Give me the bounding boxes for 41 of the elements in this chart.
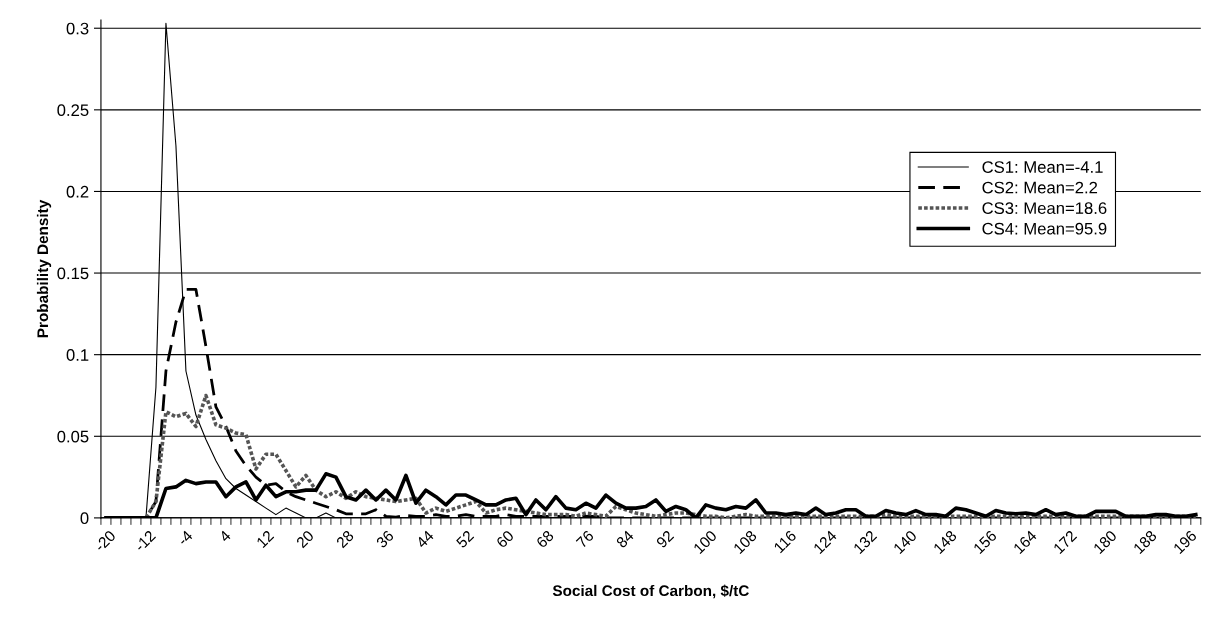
legend-label: CS3: Mean=18.6 [982, 202, 1107, 215]
x-tick-label: 12 [255, 529, 275, 549]
x-axis-title: Social Cost of Carbon, $/tC [552, 584, 749, 599]
x-tick-label: 156 [972, 529, 998, 555]
y-tick-label: 0.1 [66, 349, 89, 361]
y-tick-label: 0.3 [66, 22, 89, 35]
x-tick-label: -20 [93, 529, 117, 553]
y-tick-label: 0.2 [66, 185, 89, 198]
x-tick-label: 92 [655, 529, 675, 549]
x-tick-label: 28 [335, 529, 355, 549]
x-tick-label: 148 [932, 529, 958, 555]
x-tick-label: 164 [1012, 529, 1038, 555]
y-tick-label: 0.15 [57, 267, 89, 280]
y-axis-title: Probability Density [36, 199, 52, 338]
y-tick-label: 0 [80, 512, 89, 525]
y-tick-label: 0.05 [57, 430, 89, 443]
legend-label: CS1: Mean=-4.1 [982, 161, 1103, 173]
y-tick-label: 0.25 [57, 104, 89, 117]
x-tick-label: 60 [495, 529, 515, 549]
x-tick-label: 132 [852, 529, 878, 555]
x-tick-label: 76 [575, 529, 595, 549]
x-tick-label: 84 [615, 529, 635, 549]
x-tick-label: 20 [295, 529, 315, 549]
x-tick-label: -4 [176, 529, 194, 546]
x-tick-label: 108 [732, 529, 758, 555]
x-tick-label: 196 [1172, 529, 1198, 555]
x-tick-label: 124 [812, 529, 838, 555]
x-tick-label: 172 [1052, 529, 1078, 555]
x-tick-label: -12 [133, 529, 156, 552]
x-tick-label: 44 [415, 529, 435, 549]
x-tick-label: 188 [1132, 529, 1158, 555]
x-tick-label: 36 [375, 529, 395, 549]
x-tick-label: 100 [692, 529, 718, 555]
x-tick-label: 116 [773, 529, 797, 554]
legend-label: CS2: Mean=2.2 [982, 181, 1098, 194]
x-tick-label: 68 [535, 529, 555, 549]
legend-label: CS4: Mean=95.9 [982, 222, 1107, 235]
x-tick-label: 180 [1092, 529, 1118, 555]
x-tick-label: 4 [218, 529, 232, 543]
x-tick-label: 52 [455, 529, 475, 549]
x-tick-label: 140 [892, 529, 918, 555]
